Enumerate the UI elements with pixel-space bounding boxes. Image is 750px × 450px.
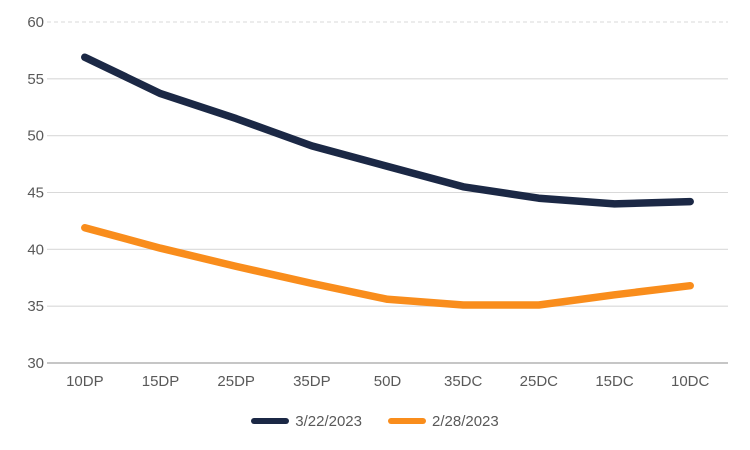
- y-tick-label: 45: [27, 185, 44, 202]
- x-tick-label: 15DC: [595, 373, 634, 390]
- series-2-label: 2/28/2023: [432, 412, 499, 430]
- legend-item-series-2[interactable]: 2/28/2023: [388, 413, 499, 430]
- x-tick-label: 25DC: [520, 373, 559, 390]
- x-tick-label: 50D: [374, 373, 402, 390]
- y-tick-label: 35: [27, 298, 44, 315]
- y-tick-label: 55: [27, 71, 44, 88]
- series-2-swatch: [388, 418, 426, 424]
- legend: 3/22/2023 2/28/2023: [0, 406, 750, 436]
- series-line-1: [81, 53, 694, 208]
- plot-area: 30 35 40 45 50 55 60 10DP 15DP 25DP 35DP 50D 35DC 25D…: [27, 14, 728, 390]
- series-1-label: 3/22/2023: [295, 412, 362, 430]
- x-tick-label: 10DC: [671, 373, 710, 390]
- y-tick-label: 50: [27, 128, 44, 145]
- series-line-2: [81, 223, 694, 309]
- y-tick-label: 40: [27, 241, 44, 258]
- x-tick-label: 10DP: [66, 373, 104, 390]
- x-tick-label: 35DP: [293, 373, 331, 390]
- y-tick-label: 30: [27, 355, 44, 372]
- x-tick-label: 15DP: [142, 373, 180, 390]
- series-1-swatch: [251, 418, 290, 424]
- x-tick-label: 35DC: [444, 373, 483, 390]
- x-tick-label: 25DP: [217, 373, 255, 390]
- y-tick-label: 60: [27, 14, 44, 31]
- legend-item-series-1[interactable]: 3/22/2023: [251, 413, 362, 430]
